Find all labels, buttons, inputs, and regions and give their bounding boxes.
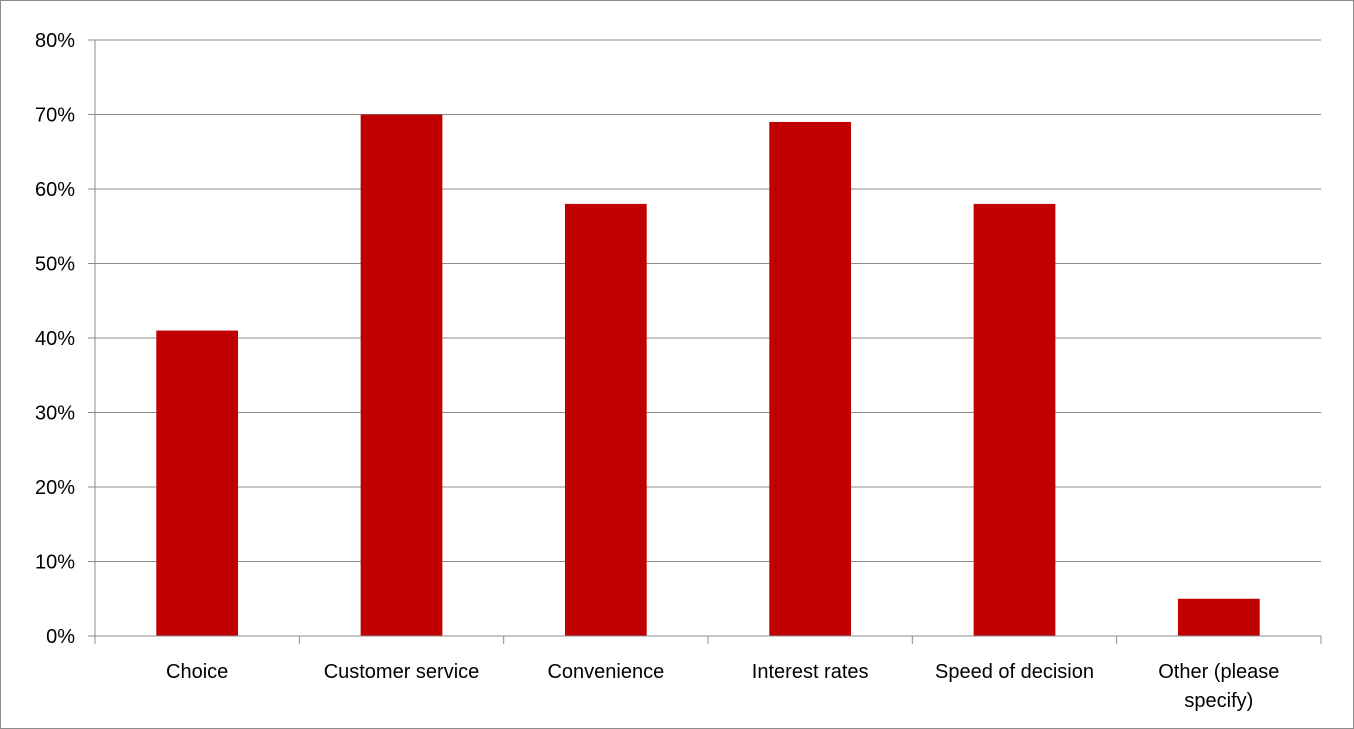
x-category-label-line: Speed of decision: [935, 661, 1094, 683]
y-tick-label: 40%: [35, 328, 75, 350]
x-category-label-line: Choice: [166, 661, 228, 683]
x-category-label: Interest rates: [752, 661, 869, 683]
y-tick-label: 80%: [35, 30, 75, 52]
bar: [1177, 598, 1260, 636]
bar: [973, 203, 1056, 636]
y-tick-label: 50%: [35, 254, 75, 276]
bar: [564, 203, 647, 636]
x-category-label-line: Customer service: [324, 661, 480, 683]
x-category-label: Other (please specify): [1158, 661, 1279, 712]
x-category-label: Convenience: [547, 661, 664, 683]
y-tick-label: 0%: [46, 626, 75, 648]
y-tick-label: 70%: [35, 105, 75, 127]
x-axis-category-labels: Choice Customer service Convenience Interes…: [166, 661, 1279, 712]
x-category-label: Choice: [166, 661, 228, 683]
bar: [769, 121, 852, 636]
y-axis-tick-labels: 0% 10% 20% 30% 40% 50% 60% 70% 80%: [35, 30, 75, 648]
bar: [360, 114, 443, 636]
bars: [156, 114, 1260, 636]
y-tick-label: 10%: [35, 552, 75, 574]
axes: [88, 39, 1322, 644]
bar: [156, 330, 239, 636]
y-tick-label: 20%: [35, 477, 75, 499]
gridlines: [95, 39, 1321, 562]
y-tick-label: 60%: [35, 179, 75, 201]
y-tick-label: 30%: [35, 403, 75, 425]
x-category-label-line: Convenience: [547, 661, 664, 683]
x-category-label-line: Interest rates: [752, 661, 869, 683]
x-category-label: Speed of decision: [935, 661, 1094, 683]
x-category-label-line: Other (please: [1158, 661, 1279, 683]
x-category-label: Customer service: [324, 661, 480, 683]
x-category-label-line: specify): [1184, 690, 1253, 712]
